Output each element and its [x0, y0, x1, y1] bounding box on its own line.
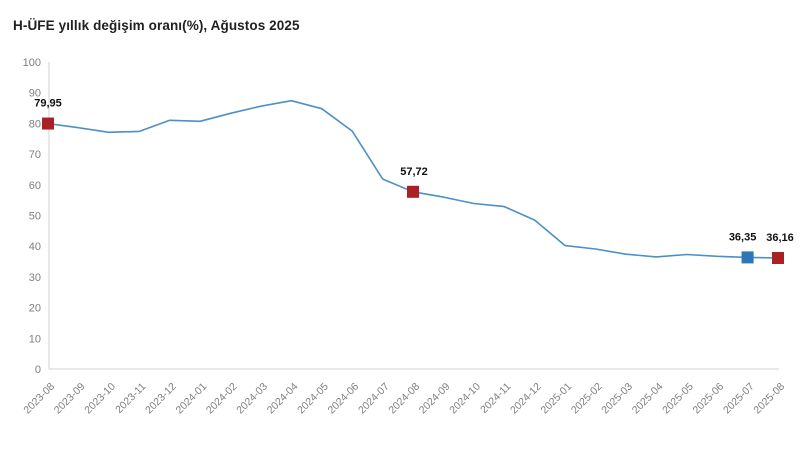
y-tick-label: 30	[29, 272, 41, 284]
series-line	[47, 99, 779, 259]
x-tick-label: 2025-03	[599, 381, 635, 417]
x-tick-label: 2025-08	[751, 381, 787, 417]
data-point-2023-08[interactable]	[42, 117, 54, 130]
x-tick-label: 2024-07	[356, 381, 392, 417]
x-tick-label: 2024-10	[447, 381, 483, 417]
x-tick-label: 2023-12	[143, 381, 179, 417]
x-tick-label: 2024-09	[417, 381, 453, 417]
x-tick-label: 2025-02	[569, 381, 605, 417]
x-tick-label: 2023-08	[21, 381, 57, 417]
y-tick-label: 40	[29, 241, 41, 253]
y-tick-label: 0	[35, 364, 41, 376]
x-tick-label: 2024-11	[478, 381, 513, 416]
data-point-2025-07[interactable]	[741, 251, 754, 264]
chart-title: H-ÜFE yıllık değişim oranı(%), Ağustos 2…	[13, 18, 300, 33]
y-tick-label: 10	[29, 333, 41, 345]
x-tick-label: 2024-08	[386, 381, 422, 417]
data-label-2025-07: 36,35	[729, 231, 757, 243]
x-tick-label: 2024-06	[326, 381, 362, 417]
x-tick-label: 2024-12	[508, 381, 544, 417]
y-tick-label: 90	[29, 88, 41, 100]
x-tick-label: 2025-06	[691, 381, 727, 417]
data-point-2024-08[interactable]	[407, 185, 419, 198]
data-label-2023-08: 79,95	[34, 98, 62, 110]
y-tick-label: 70	[29, 149, 41, 161]
x-tick-label: 2023-09	[52, 381, 88, 417]
x-tick-label: 2024-03	[234, 381, 270, 417]
x-tick-label: 2023-11	[113, 381, 148, 416]
y-tick-label: 50	[29, 211, 41, 223]
x-tick-label: 2025-07	[721, 381, 757, 417]
x-tick-label: 2024-04	[265, 381, 301, 417]
x-tick-label: 2024-05	[295, 381, 331, 417]
data-point-2025-08[interactable]	[772, 251, 784, 264]
y-tick-label: 80	[29, 118, 41, 130]
x-tick-label: 2024-02	[204, 381, 240, 417]
x-tick-label: 2025-05	[660, 381, 696, 417]
data-label-2024-08: 57,72	[400, 166, 428, 178]
x-tick-label: 2024-01	[173, 381, 209, 417]
x-tick-label: 2025-01	[538, 381, 574, 417]
x-tick-label: 2023-10	[82, 381, 118, 417]
y-tick-label: 60	[29, 180, 41, 192]
y-tick-label: 100	[23, 57, 41, 69]
y-tick-label: 20	[29, 303, 41, 315]
data-label-2025-08: 36,16	[766, 232, 794, 244]
x-tick-label: 2025-04	[630, 381, 666, 417]
